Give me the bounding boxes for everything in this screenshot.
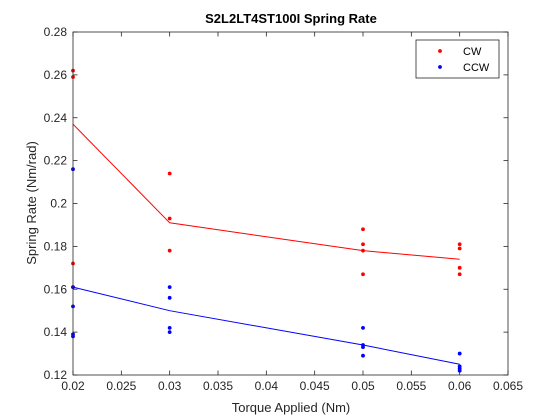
ccw-data-point [168, 285, 172, 289]
cw-data-point [361, 272, 365, 276]
x-tick-label: 0.055 [396, 379, 426, 393]
ccw-data-point [168, 330, 172, 334]
cw-data-point [458, 247, 462, 251]
y-tick-label: 0.12 [44, 368, 68, 382]
y-tick-label: 0.14 [44, 325, 68, 339]
y-tick-label: 0.22 [44, 154, 68, 168]
y-tick-label: 0.24 [44, 111, 68, 125]
legend-ccw-marker [438, 65, 442, 69]
cw-data-point [361, 249, 365, 253]
x-tick-label: 0.065 [493, 379, 523, 393]
cw-data-point [168, 217, 172, 221]
x-tick-label: 0.045 [300, 379, 330, 393]
cw-data-point [361, 242, 365, 246]
x-tick-label: 0.06 [448, 379, 472, 393]
ccw-data-point [458, 352, 462, 356]
cw-data-point [458, 242, 462, 246]
x-tick-label: 0.05 [351, 379, 375, 393]
legend: CW CCW [416, 40, 499, 78]
x-tick-label: 0.04 [255, 379, 279, 393]
cw-data-point [168, 249, 172, 253]
axes-background [73, 32, 508, 375]
x-axis-label: Torque Applied (Nm) [232, 400, 351, 415]
ccw-data-point [361, 326, 365, 330]
y-tick-label: 0.26 [44, 68, 68, 82]
x-tick-label: 0.035 [203, 379, 233, 393]
cw-data-point [168, 172, 172, 176]
plot-area: 0.02 0.025 0.03 0.035 0.04 0.045 0.05 0.055 0.06… [44, 25, 524, 393]
y-tick-label: 0.18 [44, 239, 68, 253]
legend-cw-marker [438, 49, 442, 53]
ccw-data-point [458, 369, 462, 373]
legend-ccw-label: CCW [463, 62, 490, 74]
ccw-data-point [168, 326, 172, 330]
x-tick-label: 0.025 [106, 379, 136, 393]
ccw-data-point [168, 296, 172, 300]
y-tick-label: 0.2 [50, 197, 67, 211]
y-axis-label: Spring Rate (Nm/rad) [24, 141, 39, 265]
ccw-data-point [361, 345, 365, 349]
x-tick-label: 0.03 [158, 379, 182, 393]
y-tick-label: 0.28 [44, 25, 68, 39]
chart-title: S2L2LT4ST100I Spring Rate [205, 11, 377, 26]
cw-data-point [361, 227, 365, 231]
legend-cw-label: CW [463, 46, 482, 58]
cw-data-point [458, 272, 462, 276]
y-tick-label: 0.16 [44, 282, 68, 296]
ccw-data-point [361, 354, 365, 358]
cw-data-point [458, 266, 462, 270]
